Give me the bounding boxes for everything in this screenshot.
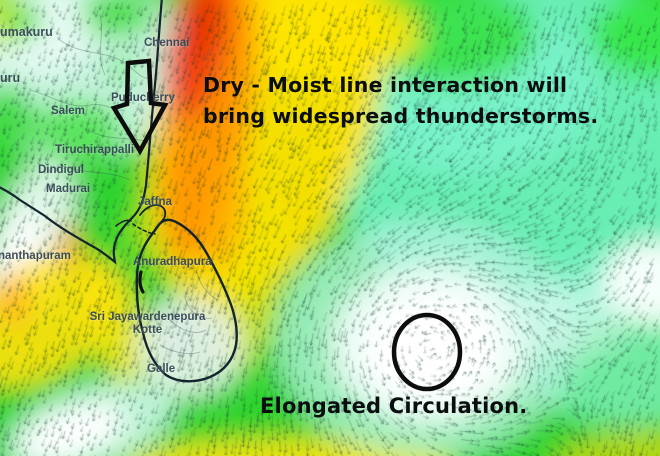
headline-annotation: Dry - Moist line interaction will bring … [203,70,598,132]
weather-map[interactable]: umakuru uru Chennai Puducherry Salem Tir… [0,0,660,456]
down-arrow-annotation [114,61,165,151]
annotation-drawings [0,0,660,456]
circulation-annotation: Elongated Circulation. [260,394,527,418]
circulation-circle-annotation [394,315,460,389]
